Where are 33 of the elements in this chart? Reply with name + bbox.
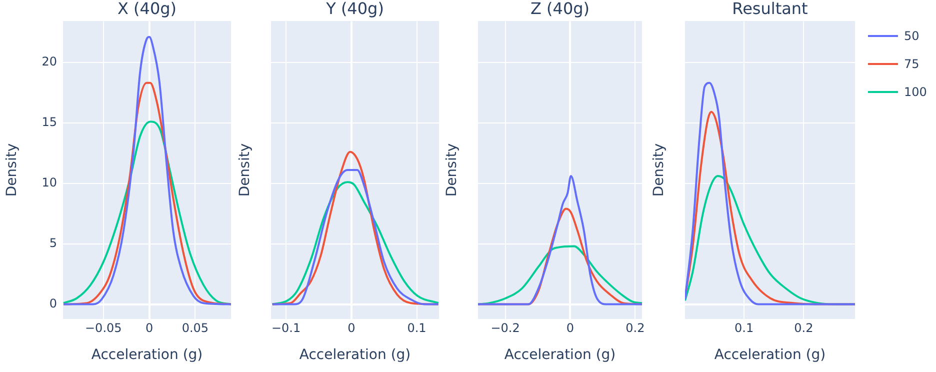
y-tick-label: 10 bbox=[42, 175, 57, 190]
x-tick-label: 0 bbox=[566, 321, 574, 336]
x-tick-label: 0 bbox=[348, 321, 356, 336]
x-tick-label: 0.05 bbox=[182, 321, 209, 336]
y-axis-title: Density bbox=[444, 143, 460, 197]
x-tick-label: 0 bbox=[145, 321, 154, 336]
x-tick-label: 0.1 bbox=[734, 321, 754, 336]
y-tick-label: 5 bbox=[49, 236, 57, 250]
y-tick-label: 15 bbox=[42, 114, 57, 129]
line-series bbox=[63, 120, 231, 306]
x-axis-title: Acceleration (g) bbox=[714, 347, 826, 364]
y-axis-title: Density bbox=[237, 143, 254, 197]
legend-label: 75 bbox=[904, 57, 920, 71]
chart-title: X (40g) bbox=[117, 0, 177, 18]
chart-title: Z (40g) bbox=[530, 0, 590, 18]
x-axis-title: Acceleration (g) bbox=[504, 347, 616, 364]
chart-title: Y (40g) bbox=[325, 0, 384, 18]
legend-label: 100 bbox=[904, 85, 927, 99]
y-axis-title: Density bbox=[4, 143, 20, 197]
x-tick-label: 0.2 bbox=[626, 321, 645, 336]
x-tick-label: −0.2 bbox=[490, 321, 520, 336]
chart-title: Resultant bbox=[732, 0, 808, 18]
y-tick-label: 0 bbox=[49, 296, 57, 310]
x-tick-label: −0.1 bbox=[271, 321, 301, 336]
y-tick-label: 20 bbox=[42, 54, 57, 68]
x-axis-title: Acceleration (g) bbox=[299, 347, 411, 364]
x-axis-title: Acceleration (g) bbox=[91, 347, 203, 364]
x-tick-label: 0.1 bbox=[407, 321, 426, 336]
y-axis-title: Density bbox=[651, 143, 668, 197]
line-series bbox=[63, 82, 231, 306]
legend-label: 50 bbox=[904, 29, 920, 43]
x-tick-label: 0.2 bbox=[794, 321, 814, 336]
x-tick-label: −0.05 bbox=[85, 321, 122, 336]
